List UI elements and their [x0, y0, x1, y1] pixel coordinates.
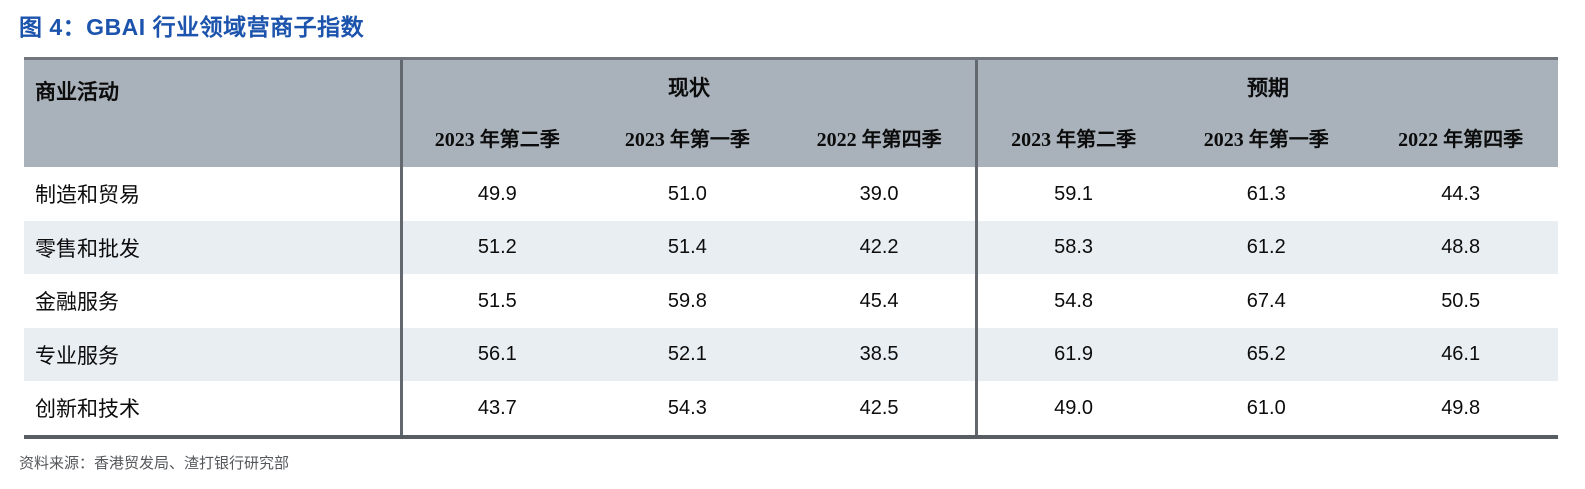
data-cell: 56.1 — [400, 328, 592, 381]
data-cell: 49.9 — [400, 167, 592, 221]
col-group-current: 现状 — [400, 60, 975, 113]
data-cell: 48.8 — [1363, 221, 1558, 274]
data-table: 商业活动 现状 预期 2023 年第二季 2023 年第一季 2022 年第四季… — [24, 57, 1558, 439]
col-group-expected: 预期 — [974, 60, 1558, 113]
data-cell: 42.5 — [859, 396, 899, 419]
data-cell: 54.8 — [974, 274, 1169, 328]
col-header-quarter: 2023 年第二季 — [400, 113, 592, 167]
row-label: 制造和贸易 — [35, 183, 140, 207]
data-cell: 43.7 — [400, 381, 592, 435]
data-cell: 51.0 — [667, 182, 707, 205]
data-cell: 61.3 — [1246, 182, 1286, 205]
row-label: 专业服务 — [24, 328, 400, 381]
data-cell: 61.2 — [1169, 221, 1364, 274]
data-cell: 54.3 — [667, 396, 707, 419]
data-cell: 58.3 — [974, 221, 1170, 274]
source-note: 资料来源：香港贸发局、渣打银行研究部 — [19, 456, 290, 472]
report-figure-page: 图 4：GBAI 行业领域营商子指数 商业活动 现状 预期 2023 年第二季 … — [0, 8, 1585, 489]
data-cell: 49.0 — [974, 381, 1169, 435]
row-label: 零售和批发 — [24, 221, 400, 274]
data-cell: 59.1 — [974, 167, 1169, 221]
data-cell: 51.2 — [400, 221, 592, 274]
data-cell: 46.1 — [1363, 328, 1558, 381]
row-label: 创新和技术 — [35, 397, 140, 421]
data-cell: 38.5 — [783, 328, 975, 381]
data-cell: 61.9 — [974, 328, 1170, 381]
data-cell: 51.4 — [591, 221, 784, 274]
data-cell: 44.3 — [1441, 182, 1481, 205]
data-cell: 45.4 — [859, 289, 899, 312]
data-cell: 61.0 — [1246, 396, 1286, 419]
data-cell: 49.8 — [1441, 396, 1481, 419]
figure-title: 图 4：GBAI 行业领域营商子指数 — [19, 14, 365, 40]
data-cell: 51.5 — [400, 274, 592, 328]
data-cell: 65.2 — [1169, 328, 1364, 381]
col-header-quarter: 2023 年第一季 — [591, 113, 784, 167]
col-header-quarter: 2023 年第一季 — [1169, 113, 1364, 167]
data-cell: 67.4 — [1246, 289, 1286, 312]
data-cell: 50.5 — [1441, 289, 1481, 312]
row-label: 金融服务 — [35, 290, 119, 314]
col-header-quarter: 2022 年第四季 — [783, 113, 975, 167]
data-cell: 39.0 — [859, 182, 899, 205]
data-cell: 59.8 — [667, 289, 707, 312]
col-header-quarter: 2022 年第四季 — [1363, 113, 1558, 167]
data-cell: 52.1 — [591, 328, 784, 381]
data-cell: 42.2 — [783, 221, 975, 274]
col-header-business-activity: 商业活动 — [24, 60, 400, 167]
col-header-quarter: 2023 年第二季 — [974, 113, 1170, 167]
